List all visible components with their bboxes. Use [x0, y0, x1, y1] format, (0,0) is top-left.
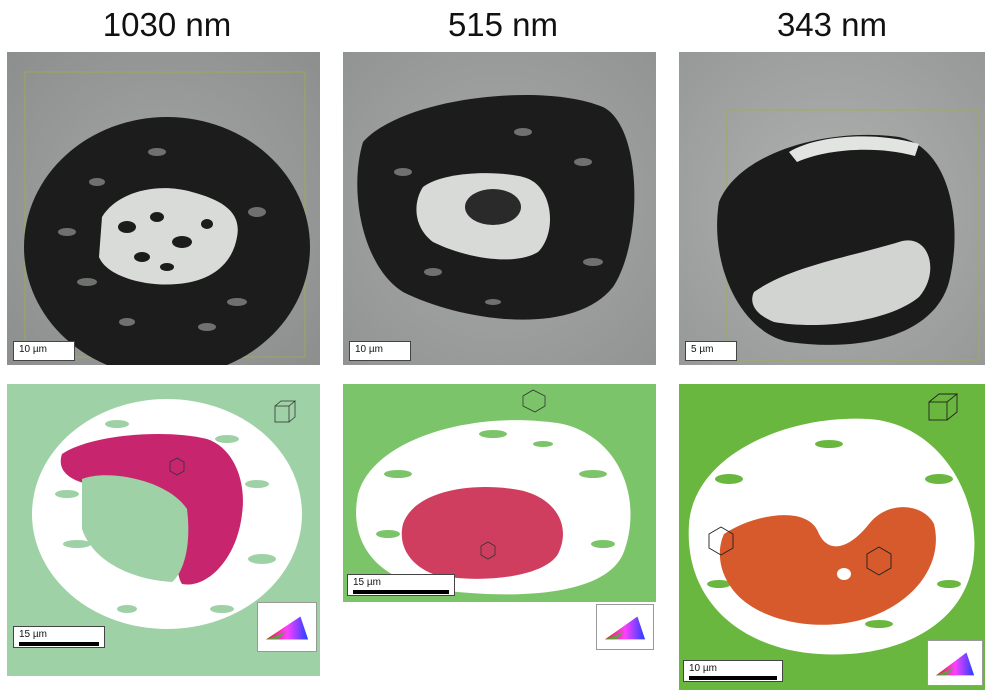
- sem-crater-343nm: [679, 52, 985, 365]
- scale-bar-label: 10 µm: [355, 344, 383, 355]
- ebsd-map-1030nm: 15 µm: [7, 384, 320, 676]
- ebsd-orientation-map-343nm: [679, 384, 985, 690]
- sem-crater-1030nm: [7, 52, 320, 365]
- ipf-color-key-icon: [604, 616, 646, 640]
- scale-bar-ebsd-343nm: 10 µm: [683, 660, 783, 682]
- ipf-color-key-icon: [935, 652, 975, 676]
- scale-bar-line: [353, 590, 449, 594]
- unit-cell-icon: [480, 389, 546, 560]
- ipf-color-key-icon: [265, 616, 309, 640]
- sem-image-515nm: 10 µm: [343, 52, 656, 365]
- scale-bar-label: 15 µm: [19, 629, 47, 640]
- ebsd-orientation-map-515nm: [343, 384, 656, 602]
- sem-image-1030nm: 10 µm: [7, 52, 320, 365]
- ipf-color-key: [927, 640, 983, 686]
- column-title-343nm: 343 nm: [776, 6, 888, 43]
- column-title-515nm: 515 nm: [447, 6, 559, 43]
- scale-bar-label: 10 µm: [689, 663, 717, 674]
- scale-bar-sem-1030nm: 10 µm: [13, 341, 75, 361]
- ebsd-map-515nm: 15 µm: [343, 384, 656, 602]
- ebsd-map-343nm: 10 µm: [679, 384, 985, 690]
- scale-bar-label: 5 µm: [691, 344, 714, 355]
- scale-bar-label: 15 µm: [353, 577, 381, 588]
- scale-bar-line: [19, 642, 99, 646]
- scale-bar-sem-515nm: 10 µm: [349, 341, 411, 361]
- unit-cell-icon: [708, 393, 959, 576]
- scale-bar-line: [689, 676, 777, 680]
- column-title-1030nm: 1030 nm: [102, 6, 232, 43]
- scale-bar-ebsd-515nm: 15 µm: [347, 574, 455, 596]
- scale-bar-label: 10 µm: [19, 344, 47, 355]
- unit-cell-icon: [169, 400, 297, 476]
- scale-bar-sem-343nm: 5 µm: [685, 341, 737, 361]
- sem-crater-515nm: [343, 52, 656, 365]
- ipf-color-key: [257, 602, 317, 652]
- ipf-color-key: [596, 604, 654, 650]
- scale-bar-ebsd-1030nm: 15 µm: [13, 626, 105, 648]
- sem-image-343nm: 5 µm: [679, 52, 985, 365]
